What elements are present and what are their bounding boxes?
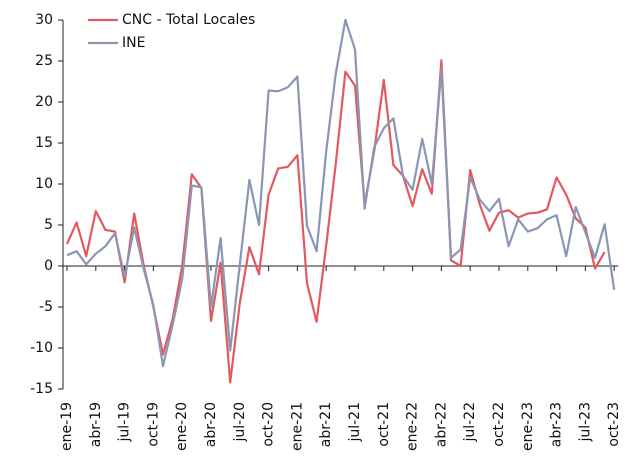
x-tick-label: jul-20 [232,402,248,443]
y-tick-label: -15 [30,381,53,397]
y-tick-label: -5 [39,299,53,315]
x-tick-label: abr-23 [549,402,565,447]
x-tick-label: oct-20 [261,402,277,447]
legend-label: CNC - Total Locales [122,12,255,28]
legend-label: INE [122,35,145,51]
y-tick-label: -10 [30,340,53,356]
y-tick-label: 30 [35,12,53,28]
x-tick-label: ene-23 [520,402,536,451]
x-tick-label: oct-23 [606,402,622,447]
series-line [65,59,606,384]
y-tick-label: 25 [35,53,53,69]
x-tick-label: ene-19 [59,402,75,451]
x-tick-label: jul-22 [462,402,478,443]
series-line [66,18,616,368]
y-tick-label: 0 [44,258,53,274]
y-tick-label: 20 [35,94,53,110]
x-tick-label: ene-21 [289,402,305,451]
x-tick-label: jul-23 [577,402,593,443]
x-tick-label: ene-20 [174,402,190,451]
y-tick-label: 5 [44,217,53,233]
x-tick-label: oct-19 [145,402,161,447]
x-tick-label: jul-21 [347,402,363,443]
x-tick-label: abr-22 [433,402,449,447]
y-tick-label: 10 [35,176,53,192]
x-tick-label: oct-22 [491,402,507,447]
x-tick-label: abr-19 [88,402,104,447]
x-tick-label: abr-20 [203,402,219,447]
x-tick-label: ene-22 [405,402,421,451]
x-tick-label: jul-19 [117,402,133,443]
x-tick-label: oct-21 [376,402,392,447]
x-tick-label: abr-21 [318,402,334,447]
y-tick-label: 15 [35,135,53,151]
